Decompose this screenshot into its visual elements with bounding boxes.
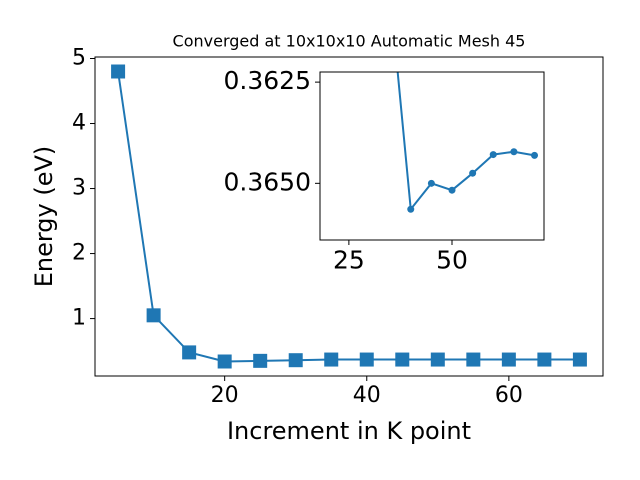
marker: [111, 64, 126, 79]
marker: [146, 308, 161, 323]
marker: [395, 352, 410, 367]
plot-content: [396, 72, 539, 213]
marker: [427, 179, 435, 187]
y-tick-label: 2: [72, 241, 86, 266]
marker: [324, 352, 339, 367]
axes-frame: [319, 71, 545, 241]
marker: [430, 352, 445, 367]
x-tick-label: 50: [436, 246, 468, 275]
marker: [448, 186, 456, 194]
x-tick-label: 20: [211, 383, 239, 408]
x-tick-label: 60: [495, 383, 523, 408]
x-axis-label: Increment in K point: [227, 417, 471, 445]
y-tick-label: 0.3650: [224, 167, 311, 196]
marker: [217, 354, 232, 369]
marker: [531, 151, 539, 159]
x-tick-label: 40: [353, 383, 381, 408]
marker: [537, 352, 552, 367]
marker: [253, 353, 268, 368]
y-axis-label: Energy (eV): [30, 146, 58, 288]
marker: [466, 352, 481, 367]
marker: [407, 205, 415, 213]
y-tick-label: 4: [72, 111, 86, 136]
plot-area: [320, 72, 544, 240]
marker: [489, 151, 497, 159]
marker: [510, 148, 518, 156]
marker: [501, 352, 516, 367]
x-tick-label: 25: [333, 246, 365, 275]
marker: [359, 352, 374, 367]
plot-content: [111, 64, 587, 369]
y-tick-label: 5: [72, 45, 86, 70]
y-tick-label: 3: [72, 176, 86, 201]
marker: [182, 345, 197, 360]
marker: [288, 353, 303, 368]
axes-frame: [94, 56, 604, 377]
marker: [572, 352, 587, 367]
y-tick-label: 1: [72, 306, 86, 331]
marker: [469, 169, 477, 177]
y-tick-label: 0.3625: [224, 66, 311, 95]
chart-title: Converged at 10x10x10 Automatic Mesh 45: [173, 32, 526, 51]
